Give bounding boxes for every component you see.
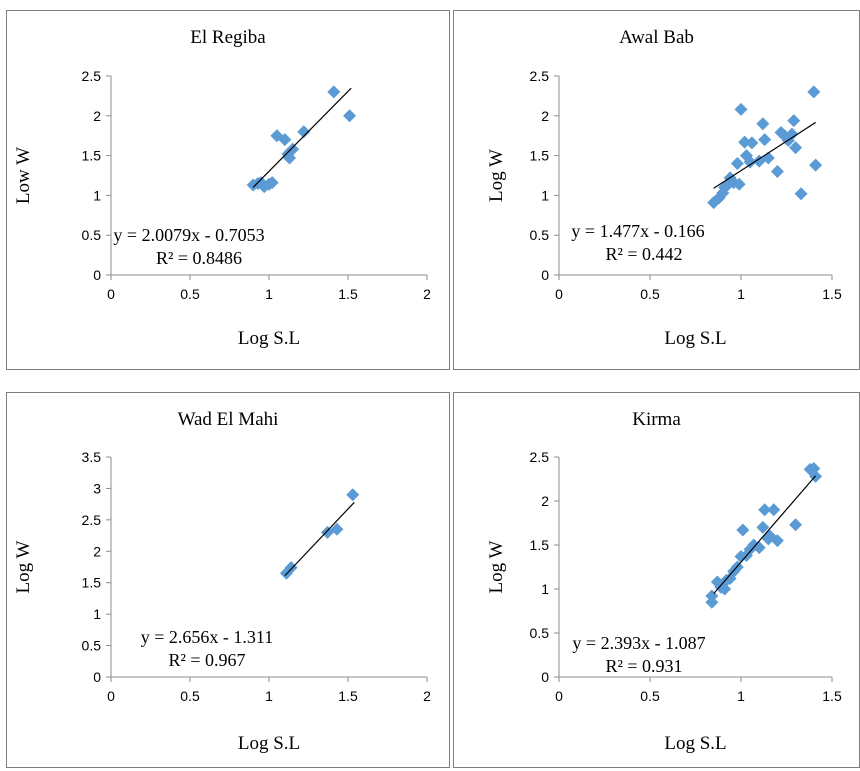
x-tick-label: 0.5 xyxy=(640,688,660,704)
data-point xyxy=(795,187,808,200)
y-tick-label: 0.5 xyxy=(530,227,550,243)
scatter-chart: El Regiba 0 0.5 1 1.5 2 2.5 0 0.5 1 1.5 2 Log S.L Low… xyxy=(7,11,449,369)
data-point xyxy=(809,159,822,172)
y-axis-title: Low W xyxy=(13,147,34,204)
scatter-chart: Wad El Mahi 0 0.5 1 1.5 2 2.5 3 3.5 0 0.5 1 1.5 2 Log … xyxy=(7,393,449,767)
y-tick-label: 1.5 xyxy=(82,148,102,164)
y-axis-title: Log W xyxy=(486,540,507,593)
y-tick-label: 0.5 xyxy=(82,638,102,654)
y-tick-label: 2 xyxy=(541,493,549,509)
trendline xyxy=(285,502,355,575)
chart-title: Kirma xyxy=(632,409,681,430)
x-tick-label: 1.5 xyxy=(822,286,842,302)
chart-panel-kirma: Kirma 0 0.5 1 1.5 2 2.5 0 0.5 1 1.5 Log S.L Log W y =… xyxy=(453,392,860,768)
y-tick-label: 1 xyxy=(93,187,101,203)
data-point xyxy=(736,524,749,537)
x-tick-label: 1 xyxy=(737,688,745,704)
r-squared-label: R² = 0.931 xyxy=(605,656,682,676)
x-tick-label: 2 xyxy=(423,688,431,704)
chart-title: Awal Bab xyxy=(619,27,694,48)
x-tick-label: 1 xyxy=(265,286,273,302)
y-tick-label: 0.5 xyxy=(82,227,102,243)
y-tick-label: 2.5 xyxy=(82,68,102,84)
y-tick-label: 1 xyxy=(541,187,549,203)
y-tick-label: 1 xyxy=(93,606,101,622)
x-tick-label: 1 xyxy=(737,286,745,302)
trendline-equation: y = 2.393x - 1.087 xyxy=(572,633,705,653)
y-tick-label: 1.5 xyxy=(530,148,550,164)
x-axis-title: Log S.L xyxy=(238,328,300,349)
data-point xyxy=(343,109,356,122)
chart-panel-wad-el-mahi: Wad El Mahi 0 0.5 1 1.5 2 2.5 3 3.5 0 0.5 1 1.5 2 Log … xyxy=(6,392,450,768)
y-tick-label: 2.5 xyxy=(530,68,550,84)
data-point xyxy=(787,114,800,127)
x-tick-label: 0.5 xyxy=(180,688,200,704)
y-tick-label: 0 xyxy=(93,669,101,685)
x-tick-label: 2 xyxy=(423,286,431,302)
x-axis-title: Log S.L xyxy=(238,733,300,754)
y-tick-label: 2.5 xyxy=(82,512,102,528)
y-tick-label: 2.5 xyxy=(530,449,550,465)
x-axis-title: Log S.L xyxy=(664,733,726,754)
data-point xyxy=(789,518,802,531)
data-point xyxy=(346,488,359,501)
chart-panel-awal-bab: Awal Bab 0 0.5 1 1.5 2 2.5 0 0.5 1 1.5 Log S.L Log W… xyxy=(453,10,860,370)
r-squared-label: R² = 0.442 xyxy=(605,244,682,264)
y-tick-label: 0 xyxy=(541,669,549,685)
y-tick-label: 1 xyxy=(541,581,549,597)
data-point xyxy=(735,103,748,116)
trendline-equation: y = 1.477x - 0.166 xyxy=(571,221,704,241)
scatter-chart: Kirma 0 0.5 1 1.5 2 2.5 0 0.5 1 1.5 Log S.L Log W y =… xyxy=(454,393,859,767)
trendline-equation: y = 2.656x - 1.311 xyxy=(141,627,273,647)
y-tick-label: 1.5 xyxy=(82,575,102,591)
trendline xyxy=(253,88,351,187)
data-point xyxy=(771,165,784,178)
trendline xyxy=(714,476,816,594)
data-point xyxy=(327,85,340,98)
x-tick-label: 0 xyxy=(555,286,563,302)
r-squared-label: R² = 0.8486 xyxy=(156,248,242,268)
r-squared-label: R² = 0.967 xyxy=(168,650,245,670)
x-tick-label: 1.5 xyxy=(822,688,842,704)
scatter-chart: Awal Bab 0 0.5 1 1.5 2 2.5 0 0.5 1 1.5 Log S.L Log W… xyxy=(454,11,859,369)
chart-panel-el-regiba: El Regiba 0 0.5 1 1.5 2 2.5 0 0.5 1 1.5 2 Log S.L Low… xyxy=(6,10,450,370)
data-point xyxy=(756,117,769,130)
x-axis-title: Log S.L xyxy=(664,328,726,349)
x-tick-label: 0 xyxy=(555,688,563,704)
x-tick-label: 0 xyxy=(107,286,115,302)
data-point xyxy=(731,157,744,170)
y-tick-label: 2 xyxy=(93,108,101,124)
x-tick-label: 0.5 xyxy=(640,286,660,302)
trendline xyxy=(714,122,816,188)
x-tick-label: 1 xyxy=(265,688,273,704)
chart-title: Wad El Mahi xyxy=(178,409,279,430)
y-tick-label: 0.5 xyxy=(530,625,550,641)
y-axis-title: Log W xyxy=(13,540,34,593)
data-point xyxy=(767,503,780,516)
y-tick-label: 1.5 xyxy=(530,537,550,553)
x-tick-label: 1.5 xyxy=(338,286,358,302)
y-tick-label: 2 xyxy=(93,543,101,559)
y-axis-title: Log W xyxy=(486,149,507,202)
x-tick-label: 0.5 xyxy=(180,286,200,302)
x-tick-label: 0 xyxy=(107,688,115,704)
y-tick-label: 3 xyxy=(93,480,101,496)
data-point xyxy=(807,85,820,98)
trendline-equation: y = 2.0079x - 0.7053 xyxy=(113,225,264,245)
y-tick-label: 2 xyxy=(541,108,549,124)
y-tick-label: 3.5 xyxy=(82,449,102,465)
x-tick-label: 1.5 xyxy=(338,688,358,704)
chart-title: El Regiba xyxy=(190,27,266,48)
y-tick-label: 0 xyxy=(541,267,549,283)
y-tick-label: 0 xyxy=(93,267,101,283)
data-point xyxy=(758,133,771,146)
